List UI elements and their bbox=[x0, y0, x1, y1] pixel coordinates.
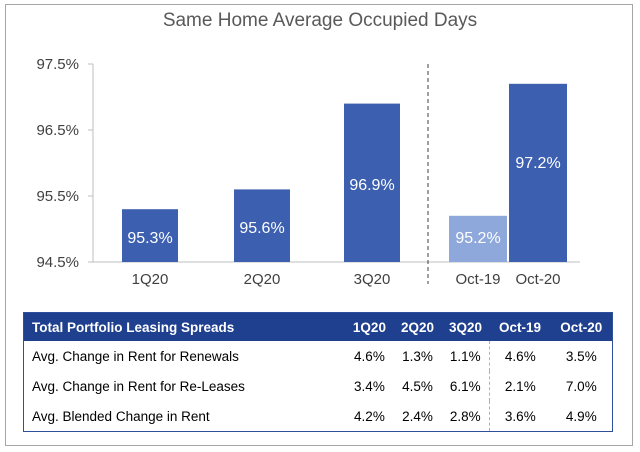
table-row: Avg. Change in Rent for Renewals 4.6% 1.… bbox=[24, 341, 613, 371]
table-cell: Avg. Change in Rent for Re-Leases bbox=[32, 378, 245, 394]
table-cell: 4.5% bbox=[402, 378, 433, 394]
bar-1q20 bbox=[122, 209, 178, 262]
table-cell: Avg. Blended Change in Rent bbox=[32, 408, 210, 424]
table-cell: 2.8% bbox=[449, 408, 481, 424]
chart-title: Same Home Average Occupied Days bbox=[162, 10, 478, 31]
table-cell: 4.6% bbox=[489, 341, 551, 371]
table-header-cell: 2Q20 bbox=[393, 312, 442, 341]
table-cell: Avg. Change in Rent for Renewals bbox=[32, 348, 239, 364]
table-cell: 4.2% bbox=[354, 408, 385, 424]
table-cell: 3.6% bbox=[489, 401, 551, 432]
data-label: 95.2% bbox=[455, 230, 500, 247]
x-tick-label: 3Q20 bbox=[354, 271, 391, 288]
table-cell: 2.1% bbox=[489, 371, 551, 401]
x-tick-label: Oct-20 bbox=[515, 271, 560, 288]
y-tick-label: 97.5% bbox=[36, 56, 79, 73]
table-header-cell: 3Q20 bbox=[441, 312, 490, 341]
data-label: 96.9% bbox=[349, 177, 394, 194]
table-cell: 3.4% bbox=[354, 378, 385, 394]
x-tick-label: 2Q20 bbox=[244, 271, 281, 288]
y-tick-label: 95.5% bbox=[36, 188, 79, 205]
leasing-spreads-table: Total Portfolio Leasing Spreads 1Q20 2Q2… bbox=[23, 312, 613, 432]
table-row: Avg. Change in Rent for Re-Leases 3.4% 4… bbox=[24, 371, 613, 401]
bar-oct-20 bbox=[509, 83, 567, 262]
data-label: 95.3% bbox=[127, 230, 172, 247]
table-cell: 4.6% bbox=[354, 348, 385, 364]
chart-frame bbox=[5, 4, 633, 446]
table-header-cell: Total Portfolio Leasing Spreads bbox=[23, 312, 346, 341]
y-tick-label: 94.5% bbox=[36, 254, 79, 271]
table-header-cell: 1Q20 bbox=[345, 312, 394, 341]
table-header-cell: Oct-19 bbox=[489, 312, 551, 341]
table-header-row: Total Portfolio Leasing Spreads 1Q20 2Q2… bbox=[23, 312, 613, 341]
bar-2q20 bbox=[234, 189, 290, 262]
table-cell: 1.3% bbox=[402, 348, 433, 364]
y-tick-label: 96.5% bbox=[36, 122, 79, 139]
data-label: 97.2% bbox=[515, 155, 560, 172]
bar-3q20 bbox=[344, 103, 400, 262]
bar-chart: 97.5% 96.5% 95.5% 94.5% 95.3% 1Q20 95.6% 2Q20 96… bbox=[36, 56, 580, 288]
bar-oct-19 bbox=[449, 215, 507, 262]
table-cell: 2.4% bbox=[402, 408, 433, 424]
table-cell: 4.9% bbox=[565, 408, 597, 424]
table-header-cell: Oct-20 bbox=[550, 312, 613, 341]
table-cell: 7.0% bbox=[565, 378, 597, 394]
x-tick-label: Oct-19 bbox=[455, 271, 500, 288]
x-tick-label: 1Q20 bbox=[132, 271, 169, 288]
table-cell: 6.1% bbox=[449, 378, 481, 394]
table-cell: 1.1% bbox=[449, 348, 481, 364]
data-label: 95.6% bbox=[239, 220, 284, 237]
table-cell: 3.5% bbox=[565, 348, 597, 364]
table-row: Avg. Blended Change in Rent 4.2% 2.4% 2.… bbox=[24, 401, 613, 432]
